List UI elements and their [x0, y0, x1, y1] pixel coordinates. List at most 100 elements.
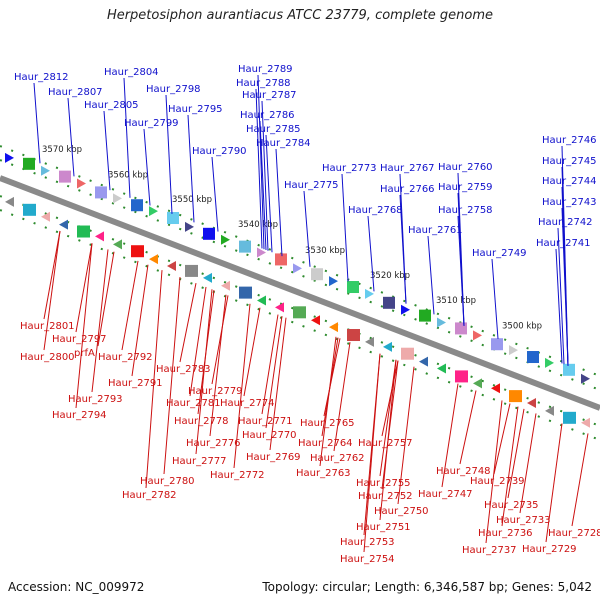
minus-strand-gene [257, 295, 266, 306]
minus-strand-gene [239, 286, 252, 299]
plus-gene-leader [275, 148, 283, 257]
plus-gene-label: Haur_2746 [542, 135, 597, 146]
plus-gene-label: Haur_2758 [438, 205, 493, 216]
minus-gene-label: Haur_2763 [296, 468, 351, 479]
minus-gene-leader [261, 314, 279, 415]
minus-gene-label: Haur_2792 [98, 352, 153, 363]
minus-strand-gene [113, 239, 122, 250]
plus-strand-gene [113, 193, 122, 204]
plus-gene-label: Haur_2785 [246, 124, 301, 135]
minus-gene-leader [131, 264, 149, 377]
minus-gene-label: Haur_2778 [174, 416, 229, 427]
minus-gene-label: Haur_2728 [548, 528, 600, 539]
minus-strand-gene [95, 231, 104, 242]
plus-gene-label: Haur_2761 [408, 225, 463, 236]
minus-gene-label: Haur_2729 [522, 544, 577, 555]
plus-strand-gene [5, 152, 14, 163]
plus-gene-leader [103, 110, 111, 191]
minus-strand-gene [275, 302, 284, 313]
minus-gene-label: Haur_2782 [122, 490, 177, 501]
minus-strand-gene [365, 336, 374, 347]
minus-strand-gene [383, 341, 392, 352]
plus-gene-leader [33, 82, 41, 164]
minus-strand-gene [293, 306, 306, 319]
minus-strand-gene [401, 347, 414, 360]
plus-strand-gene [581, 373, 590, 384]
accession-label: Accession: NC_009972 [8, 580, 145, 594]
plus-gene-label: Haur_2789 [238, 64, 293, 75]
plus-gene-label: Haur_2759 [438, 182, 493, 193]
plus-gene-leader [165, 94, 173, 214]
minus-gene-leader [211, 295, 229, 385]
minus-strand-gene [77, 225, 90, 238]
plus-gene-label: Haur_2804 [104, 67, 159, 78]
minus-gene-leader [43, 230, 61, 351]
plus-strand-gene [365, 288, 374, 299]
plus-strand-gene [275, 253, 287, 266]
minus-gene-label: Haur_2769 [246, 452, 301, 463]
minus-gene-label: Haur_2780 [140, 476, 195, 487]
minus-gene-label: Haur_2754 [340, 554, 395, 565]
minus-strand-gene [491, 383, 500, 394]
plus-gene-leader [303, 190, 311, 267]
minus-gene-label: Haur_2800 [20, 352, 75, 363]
minus-gene-leader [507, 408, 525, 499]
minus-gene-label: Haur_2733 [496, 515, 551, 526]
tick-label: 3570 kbp [42, 145, 82, 155]
minus-gene-leader [233, 303, 251, 469]
plus-gene-label: Haur_2784 [256, 138, 311, 149]
plus-gene-label: Haur_2767 [380, 163, 435, 174]
minus-gene-label: Haur_2783 [156, 364, 211, 375]
plus-strand-gene [23, 157, 35, 170]
plus-strand-gene [311, 268, 323, 281]
minus-gene-label: Haur_2794 [52, 410, 107, 421]
plus-strand-gene [473, 330, 482, 341]
minus-strand-gene [41, 211, 50, 222]
plus-strand-gene [59, 170, 71, 183]
minus-strand-gene [59, 219, 68, 230]
minus-gene-leader [195, 289, 213, 455]
plus-gene-label: Haur_2787 [242, 90, 297, 101]
minus-gene-label: prfA [74, 348, 95, 359]
minus-gene-leader [571, 433, 589, 527]
plus-strand-gene [239, 240, 251, 253]
minus-gene-leader [397, 366, 415, 505]
plus-strand-gene [563, 363, 575, 376]
plus-gene-label: Haur_2742 [538, 217, 593, 228]
plus-gene-label: Haur_2760 [438, 162, 493, 173]
plus-gene-leader [187, 114, 195, 223]
plus-strand-gene [491, 338, 503, 351]
minus-gene-leader [519, 413, 537, 514]
plus-gene-label: Haur_2786 [240, 110, 295, 121]
minus-gene-leader [381, 360, 399, 437]
plus-strand-gene [545, 357, 554, 368]
plus-strand-gene [401, 304, 410, 315]
plus-gene-leader [67, 97, 75, 177]
minus-gene-label: Haur_2751 [356, 522, 411, 533]
minus-strand-gene [5, 196, 14, 207]
minus-gene-label: Haur_2793 [68, 394, 123, 405]
minus-strand-gene [203, 272, 212, 283]
plus-strand-gene [203, 227, 215, 240]
minus-strand-gene [149, 254, 158, 265]
minus-gene-label: Haur_2750 [374, 506, 429, 517]
plus-gene-leader [261, 100, 269, 251]
minus-strand-gene [419, 356, 428, 367]
plus-strand-gene [167, 212, 179, 225]
minus-gene-label: Haur_2781 [166, 398, 221, 409]
plus-gene-label: Haur_2743 [542, 197, 597, 208]
plus-strand-gene [221, 234, 230, 245]
minus-gene-leader [75, 243, 93, 333]
plus-gene-label: Haur_2744 [542, 176, 597, 187]
minus-gene-label: Haur_2765 [300, 418, 355, 429]
tick-label: 3530 kbp [305, 246, 345, 256]
plus-strand-gene [149, 206, 158, 217]
minus-gene-leader [379, 359, 397, 477]
plus-gene-label: Haur_2812 [14, 72, 69, 83]
minus-gene-leader [43, 230, 61, 320]
plus-strand-gene [77, 178, 86, 189]
plus-gene-label: Haur_2749 [472, 248, 527, 259]
plus-strand-gene [527, 351, 539, 364]
genome-meta-label: Topology: circular; Length: 6,346,587 bp… [262, 580, 592, 594]
